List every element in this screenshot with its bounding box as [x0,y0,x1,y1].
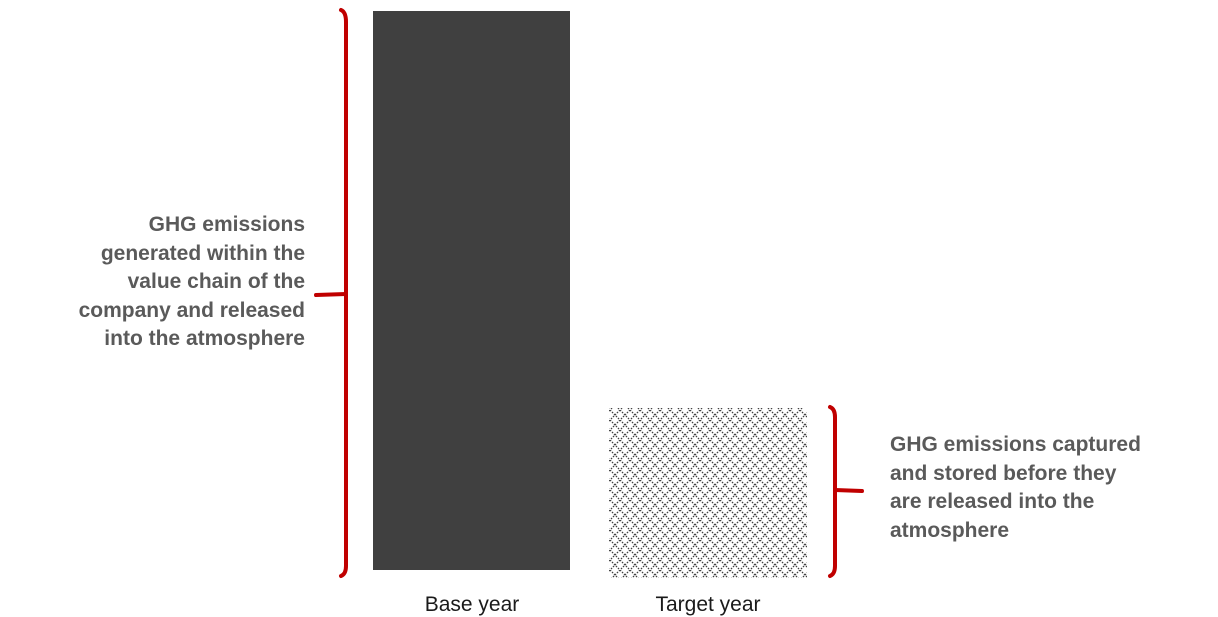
left-annotation: GHG emissions generated within the value… [78,213,305,350]
right-bracket [828,405,864,578]
base-year-label: Base year [424,593,520,616]
bar-base-year [373,11,570,570]
bar-target-year [609,408,807,578]
right-annotation: GHG emissions captured and stored before… [890,433,1141,542]
left-bracket [314,8,348,578]
target-year-label: Target year [655,593,761,616]
